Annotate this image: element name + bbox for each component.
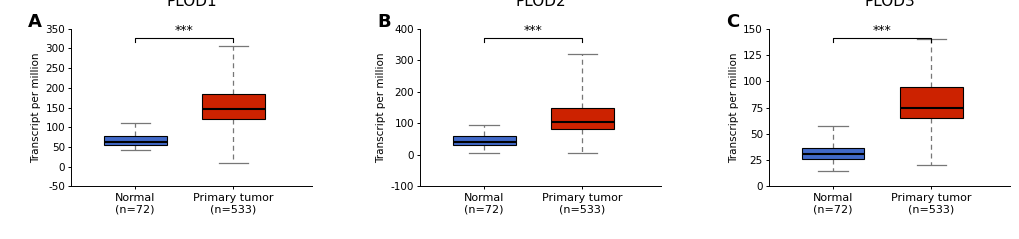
Bar: [452, 136, 515, 145]
Bar: [202, 94, 265, 120]
Y-axis label: Transcript per million: Transcript per million: [729, 52, 738, 163]
Text: ***: ***: [175, 24, 194, 37]
Title: PLOD3: PLOD3: [863, 0, 914, 10]
Text: A: A: [29, 13, 42, 31]
Text: ***: ***: [872, 24, 891, 37]
Bar: [104, 136, 166, 145]
Y-axis label: Transcript per million: Transcript per million: [32, 52, 41, 163]
Y-axis label: Transcript per million: Transcript per million: [376, 52, 386, 163]
Title: PLOD1: PLOD1: [166, 0, 217, 10]
Text: ***: ***: [524, 24, 542, 37]
Title: PLOD2: PLOD2: [515, 0, 566, 10]
Text: B: B: [377, 13, 390, 31]
Bar: [550, 108, 613, 129]
Text: C: C: [726, 13, 739, 31]
Bar: [801, 147, 863, 159]
Bar: [899, 87, 962, 118]
